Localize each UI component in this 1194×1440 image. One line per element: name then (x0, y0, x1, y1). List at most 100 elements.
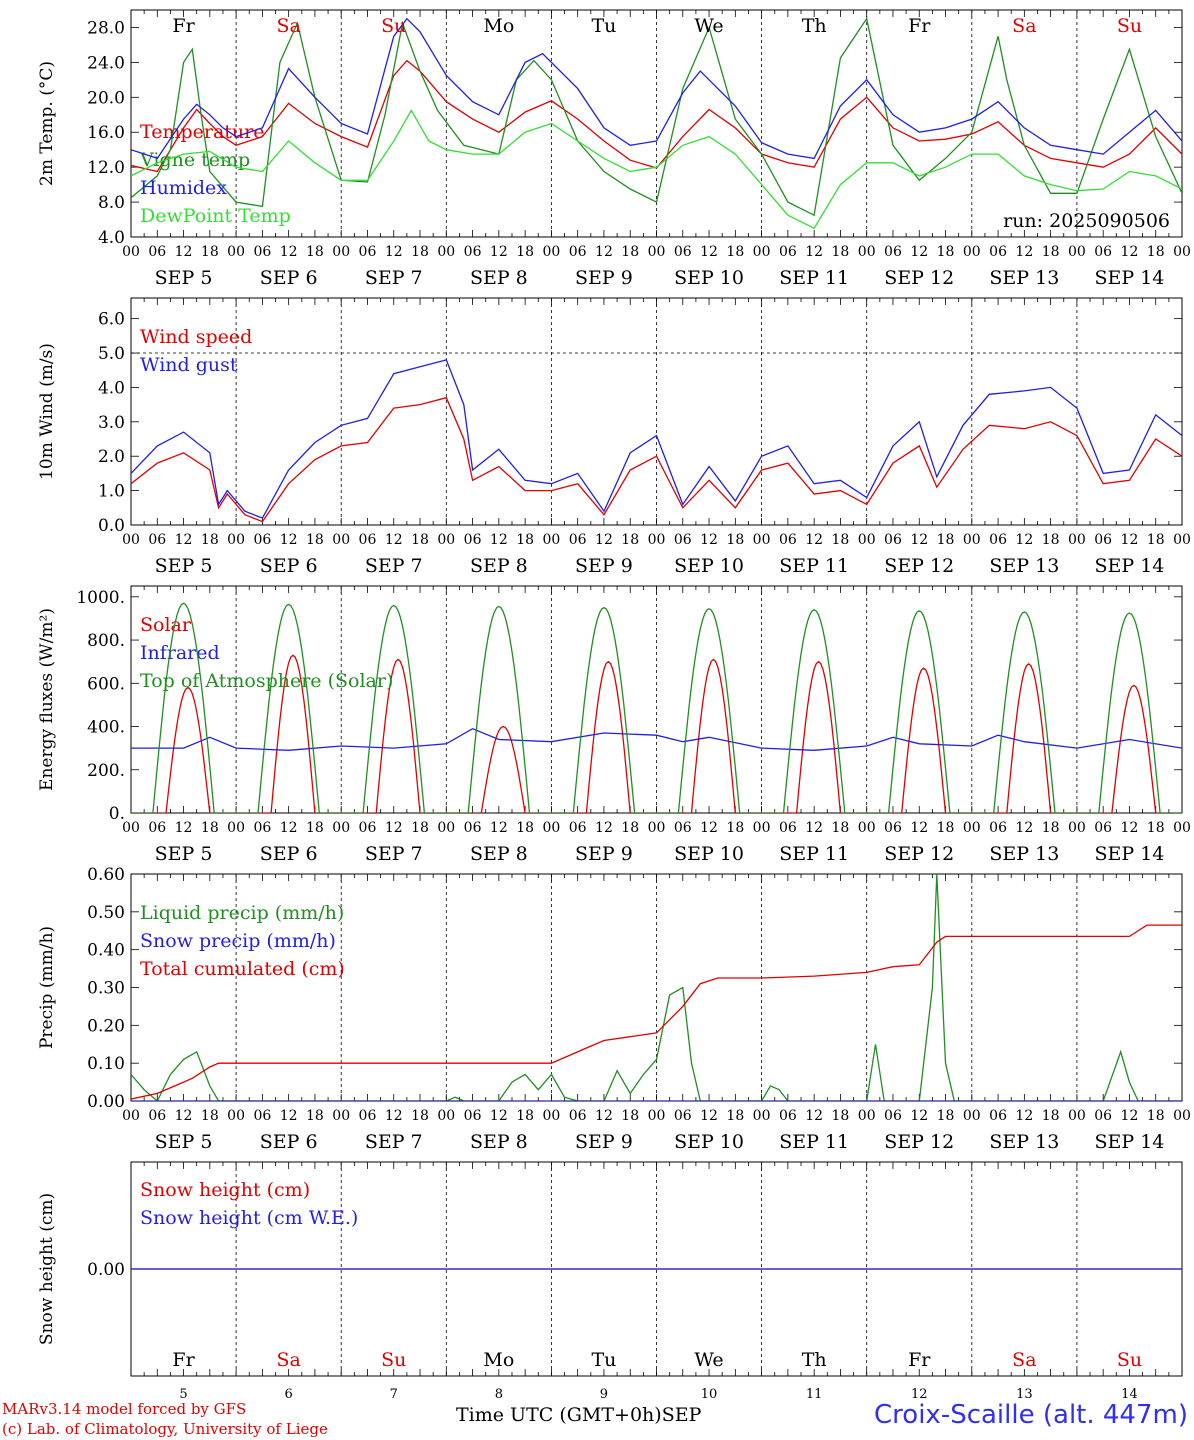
hour-tick-label: 00 (753, 244, 771, 260)
hour-tick-label: 06 (464, 1108, 482, 1124)
hour-tick-label: 12 (700, 532, 718, 548)
day-name-top: Tu (591, 15, 616, 37)
hour-tick-label: 18 (832, 820, 850, 836)
series-line (131, 654, 1182, 813)
y-tick-label: 0.30 (87, 979, 125, 999)
hour-tick-label: 18 (201, 1108, 219, 1124)
hour-tick-label: 00 (332, 532, 350, 548)
hour-tick-label: 12 (490, 244, 508, 260)
legend-label: Vigne temp (139, 149, 250, 171)
hour-tick-label: 12 (1015, 532, 1033, 548)
y-tick-label: 28.0 (87, 18, 125, 38)
hour-tick-label: 18 (516, 244, 534, 260)
hour-tick-label: 12 (1015, 1108, 1033, 1124)
hour-tick-label: 18 (1147, 532, 1165, 548)
hour-tick-label: 18 (1147, 820, 1165, 836)
date-label: SEP 7 (365, 843, 423, 865)
hour-tick-label: 06 (884, 244, 902, 260)
hour-tick-label: 12 (910, 532, 928, 548)
hour-tick-label: 06 (674, 1108, 692, 1124)
hour-tick-label: 18 (1042, 244, 1060, 260)
hour-tick-label: 00 (648, 244, 666, 260)
date-label: SEP 13 (989, 1131, 1059, 1153)
date-number: 14 (1121, 1387, 1138, 1402)
series-line (131, 17, 1182, 160)
legend-label: Snow height (cm W.E.) (140, 1207, 358, 1229)
hour-tick-label: 00 (1173, 244, 1191, 260)
hour-tick-label: 06 (148, 244, 166, 260)
day-name-top: Fr (172, 15, 195, 37)
date-number: 9 (600, 1387, 608, 1402)
hour-tick-label: 00 (227, 532, 245, 548)
date-number: 5 (179, 1387, 187, 1402)
hour-tick-label: 00 (332, 244, 350, 260)
date-label: SEP 11 (779, 1131, 849, 1153)
y-tick-label: 0.0 (98, 516, 125, 536)
day-name-top: Fr (908, 15, 931, 37)
hour-tick-label: 18 (516, 820, 534, 836)
hour-tick-label: 18 (516, 1108, 534, 1124)
hour-tick-label: 18 (726, 244, 744, 260)
hour-tick-label: 18 (411, 244, 429, 260)
hour-tick-label: 18 (201, 820, 219, 836)
hour-tick-label: 12 (910, 244, 928, 260)
hour-tick-label: 18 (411, 820, 429, 836)
hour-tick-label: 12 (1121, 820, 1139, 836)
y-tick-label: 0.00 (87, 1092, 125, 1112)
date-label: SEP 7 (365, 1131, 423, 1153)
day-name-bottom: Th (802, 1349, 827, 1371)
hour-tick-label: 06 (464, 244, 482, 260)
hour-tick-label: 06 (359, 1108, 377, 1124)
legend-label: Total cumulated (cm) (140, 958, 345, 980)
legend-label: Liquid precip (mm/h) (140, 902, 344, 924)
hour-tick-label: 18 (1147, 1108, 1165, 1124)
date-number: 13 (1016, 1387, 1033, 1402)
hour-tick-label: 00 (648, 820, 666, 836)
date-label: SEP 5 (155, 555, 213, 577)
hour-tick-label: 12 (1121, 244, 1139, 260)
hour-tick-label: 00 (1068, 244, 1086, 260)
date-label: SEP 12 (884, 555, 954, 577)
hour-tick-label: 12 (385, 244, 403, 260)
series-line (131, 396, 1182, 523)
hour-tick-label: 18 (832, 532, 850, 548)
hour-tick-label: 12 (1015, 820, 1033, 836)
hour-tick-label: 06 (989, 244, 1007, 260)
hour-tick-label: 00 (122, 244, 140, 260)
y-tick-label: 0.40 (87, 941, 125, 961)
hour-tick-label: 06 (989, 820, 1007, 836)
date-label: SEP 11 (779, 555, 849, 577)
y-tick-label: 200. (87, 761, 125, 781)
hour-tick-label: 12 (700, 1108, 718, 1124)
hour-tick-label: 00 (1068, 532, 1086, 548)
date-label: SEP 10 (674, 843, 744, 865)
hour-tick-label: 06 (464, 532, 482, 548)
hour-tick-label: 18 (937, 532, 955, 548)
hour-tick-label: 06 (569, 532, 587, 548)
date-label: SEP 14 (1095, 1131, 1165, 1153)
hour-tick-label: 00 (963, 820, 981, 836)
date-number: 6 (285, 1387, 293, 1402)
y-axis-label: Snow height (cm) (37, 1193, 57, 1345)
date-label: SEP 14 (1095, 267, 1165, 289)
hour-tick-label: 00 (332, 820, 350, 836)
y-axis-label: Precip (mm/h) (37, 926, 57, 1049)
date-label: SEP 5 (155, 1131, 213, 1153)
hour-tick-label: 06 (779, 532, 797, 548)
day-name-bottom: Sa (1012, 1349, 1036, 1371)
hour-tick-label: 06 (253, 820, 271, 836)
date-label: SEP 13 (989, 843, 1059, 865)
hour-tick-label: 06 (569, 1108, 587, 1124)
hour-tick-label: 18 (1042, 1108, 1060, 1124)
hour-tick-label: 18 (621, 820, 639, 836)
date-label: SEP 9 (575, 1131, 633, 1153)
day-name-bottom: We (694, 1349, 723, 1371)
hour-tick-label: 12 (805, 820, 823, 836)
hour-tick-label: 12 (910, 820, 928, 836)
y-tick-label: 16.0 (87, 123, 125, 143)
hour-tick-label: 06 (359, 820, 377, 836)
date-label: SEP 12 (884, 267, 954, 289)
day-name-bottom: Su (1117, 1349, 1142, 1371)
hour-tick-label: 18 (411, 532, 429, 548)
date-label: SEP 9 (575, 267, 633, 289)
